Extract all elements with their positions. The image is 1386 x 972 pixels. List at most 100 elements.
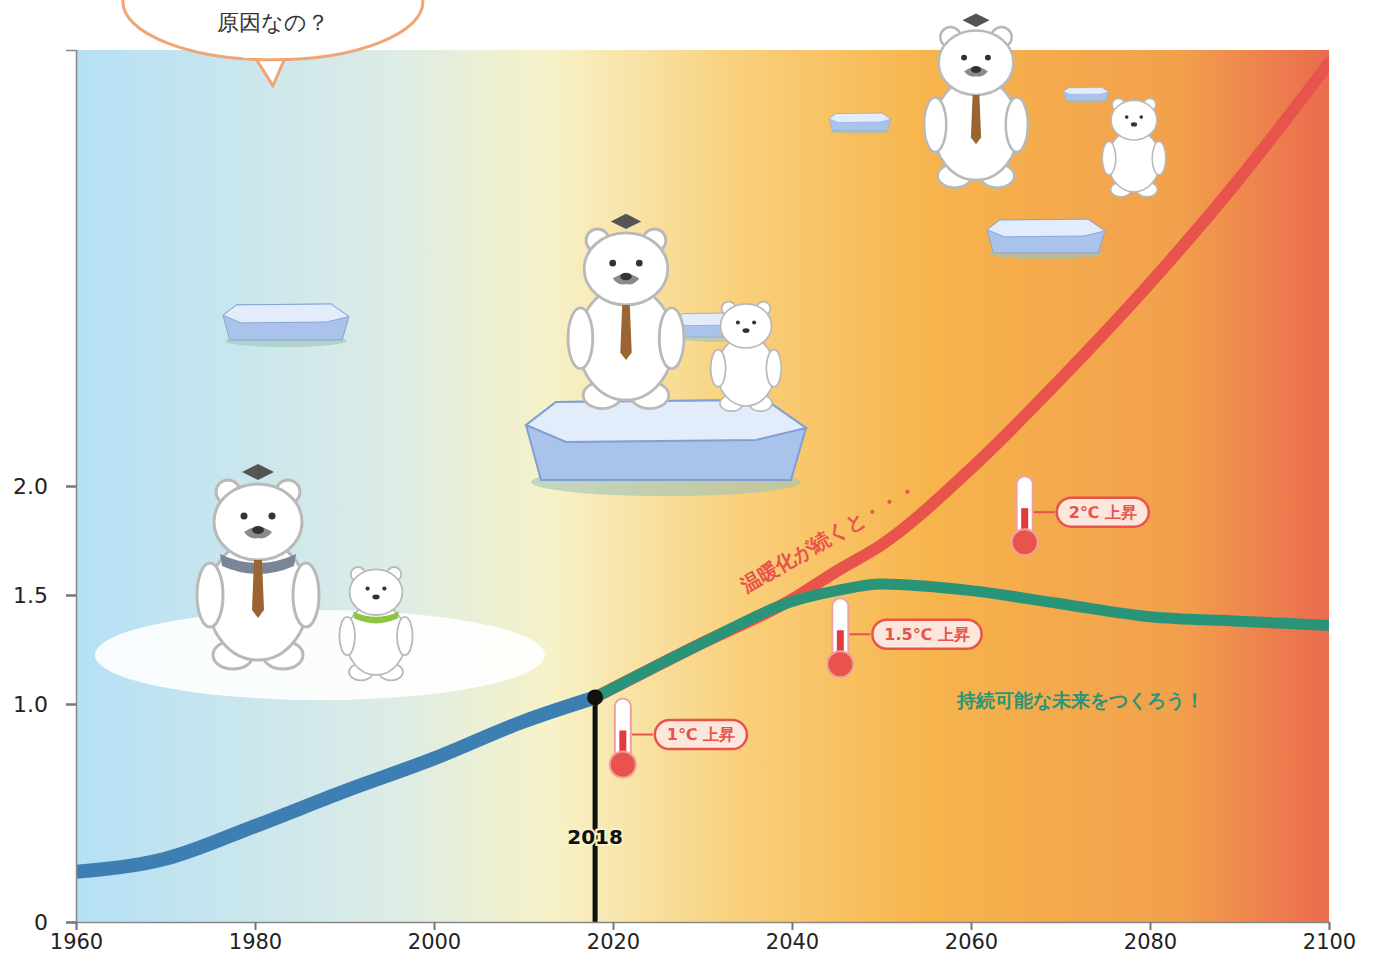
- ice-floe: [987, 219, 1105, 259]
- x-tick: 2100: [1303, 922, 1356, 954]
- ice-side: [1064, 88, 1109, 101]
- bear-part: [252, 526, 264, 534]
- bear-part: [372, 595, 379, 600]
- x-tick-mark: [255, 922, 257, 930]
- x-axis-line: [77, 923, 1330, 931]
- thermometer-label-frame: [655, 720, 747, 749]
- bear-part: [971, 66, 981, 73]
- ice-floe: [829, 113, 891, 134]
- bear-part: [609, 260, 616, 267]
- x-tick-label: 2000: [408, 930, 461, 954]
- ice-top: [987, 219, 1105, 237]
- y-tick-mark: [66, 485, 76, 488]
- ice-side: [829, 113, 891, 131]
- bear-part: [711, 350, 726, 387]
- ice-top: [223, 304, 349, 323]
- bear: [568, 214, 684, 409]
- series-line: [595, 63, 1329, 697]
- x-tick: 2080: [1124, 922, 1177, 954]
- bear-part: [720, 304, 771, 348]
- x-tick-mark: [76, 922, 78, 930]
- x-tick-mark: [434, 922, 436, 930]
- bear-part: [961, 55, 967, 61]
- bear-part: [214, 484, 302, 560]
- x-tick-mark: [1329, 922, 1331, 930]
- thermometer-connector: [632, 734, 653, 736]
- marks: [76, 63, 1329, 922]
- bear-part: [350, 569, 403, 615]
- ice-side: [223, 304, 349, 340]
- thermometer-connector: [849, 633, 870, 635]
- bear-part: [353, 611, 399, 623]
- bear-part: [1139, 115, 1143, 119]
- bear-part: [339, 617, 355, 655]
- bear-part: [382, 587, 386, 591]
- ice-floe: [1064, 88, 1109, 103]
- bear-part: [366, 587, 370, 591]
- x-tick: 2060: [945, 922, 998, 954]
- bear-part: [766, 350, 781, 387]
- y-axis-line: [66, 51, 77, 923]
- bear: [197, 464, 319, 669]
- bear: [924, 13, 1028, 187]
- y-tick-mark: [66, 594, 76, 597]
- thermometer: 2℃ 上昇: [1012, 476, 1149, 555]
- y-axis: 0 1.0 1.5 2.0: [13, 51, 77, 935]
- thermometer-label-frame: [1057, 498, 1149, 527]
- x-tick-label: 1960: [50, 930, 103, 954]
- x-tick-mark: [971, 922, 973, 930]
- y-tick: 2.0: [13, 474, 76, 499]
- y-tick-mark: [66, 921, 76, 924]
- bear-part: [620, 273, 631, 281]
- y-tick-label: 1.0: [13, 692, 48, 717]
- series-line: [595, 584, 1329, 697]
- bear: [1102, 98, 1165, 196]
- thermometer: 1℃ 上昇: [610, 699, 747, 778]
- bear-part: [611, 214, 641, 229]
- bubble-join: [243, 46, 287, 58]
- thermometer-bulb: [610, 752, 636, 778]
- plot: 01.01.52.0196019802000202020402060208021…: [13, 0, 1356, 954]
- ice-side: [526, 400, 806, 480]
- bear-part: [636, 260, 643, 267]
- bear-part: [1111, 100, 1157, 140]
- bear-part: [568, 308, 593, 369]
- x-tick: 2040: [766, 922, 819, 954]
- bear-part: [293, 563, 319, 627]
- reference-line: [593, 697, 598, 922]
- x-tick: 2000: [408, 922, 461, 954]
- x-tick-label: 1980: [229, 930, 282, 954]
- bear-part: [197, 563, 223, 627]
- bear-part: [1102, 142, 1116, 175]
- bear-part: [584, 233, 668, 305]
- bear-part: [1125, 115, 1129, 119]
- bear-part: [736, 320, 740, 324]
- bear-part: [242, 464, 274, 480]
- x-tick: 1980: [229, 922, 282, 954]
- series-line: [76, 697, 595, 871]
- y-tick-label: 0: [34, 910, 48, 935]
- chart: 01.01.52.0196019802000202020402060208021…: [0, 0, 1386, 972]
- bear-part: [1152, 142, 1166, 175]
- bear: [711, 302, 782, 412]
- thermometer-label: 1.5℃ 上昇: [884, 625, 969, 644]
- ice-top: [1064, 88, 1109, 95]
- line-label: 温暖化が続くと・・・: [735, 477, 921, 598]
- ice-top: [829, 113, 891, 122]
- reference-label: 2018: [567, 825, 623, 849]
- bear-part: [962, 13, 989, 27]
- bear-part: [1131, 122, 1137, 126]
- y-tick: 1.5: [13, 583, 76, 608]
- thermometer-bulb: [1012, 529, 1038, 555]
- speech-bubble: [123, 0, 423, 60]
- ice-side: [987, 219, 1105, 253]
- bear-part: [964, 67, 988, 77]
- bear-part: [244, 527, 272, 538]
- thermometer-label: 1℃ 上昇: [667, 725, 735, 744]
- x-tick-mark: [613, 922, 615, 930]
- x-tick-mark: [1150, 922, 1152, 930]
- bear: [339, 567, 412, 680]
- annotations: 原因なの？温暖化が続くと・・・持続可能な未来をつくろう！1℃ 上昇1.5℃ 上昇…: [123, 0, 1204, 778]
- bear-part: [743, 328, 750, 333]
- x-tick: 1960: [50, 922, 103, 954]
